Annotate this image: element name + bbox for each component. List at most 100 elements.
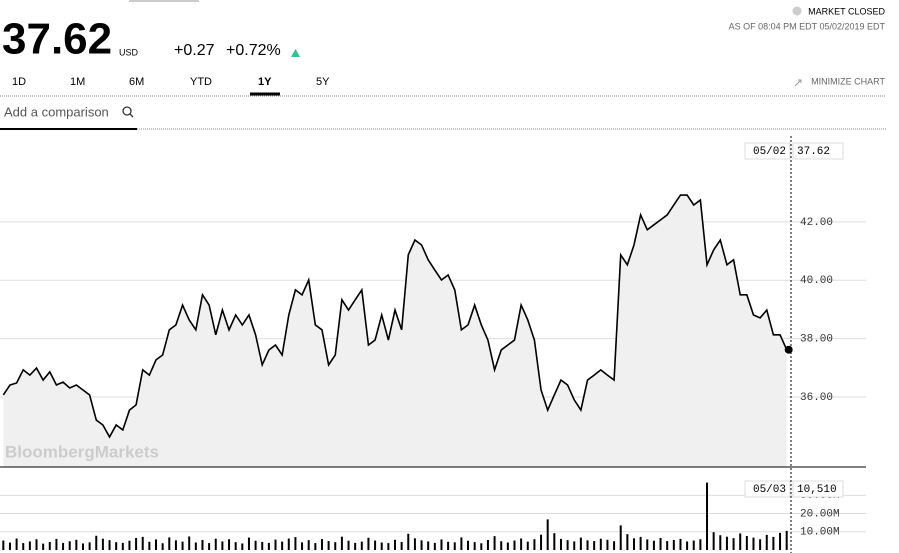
tab[interactable]: 1M (70, 76, 85, 88)
volume-bar (334, 542, 337, 550)
volume-bar (632, 538, 635, 550)
volume-bar (294, 537, 297, 550)
volume-bar (559, 538, 562, 550)
tab[interactable]: 5Y (316, 76, 330, 88)
volume-bar (400, 541, 403, 550)
volume-bar (413, 538, 416, 550)
volume-bar (526, 541, 529, 550)
volume-bar (739, 533, 742, 550)
volume-bar (121, 542, 124, 550)
last-point (784, 345, 793, 354)
volume-bar (48, 541, 51, 550)
volume-bar (394, 539, 396, 550)
volume-bar (679, 538, 682, 550)
volume-bar (772, 536, 775, 550)
volume-bar (533, 539, 536, 550)
volume-bar (493, 536, 496, 550)
volume-bar (553, 533, 556, 550)
volume-bar (301, 542, 304, 550)
volume-bar (201, 539, 204, 550)
search-icon[interactable] (122, 106, 132, 116)
volume-bar (194, 542, 197, 550)
volume-bar (725, 536, 728, 550)
volume-bar (214, 538, 217, 550)
volume-bar (427, 541, 430, 550)
volume-bar (686, 541, 689, 550)
tab[interactable]: 1D (12, 76, 26, 88)
volume-bar (281, 541, 284, 550)
volume-bar (486, 539, 489, 550)
volume-bar (506, 542, 509, 550)
volume-bar (75, 539, 78, 550)
currency: USD (119, 47, 139, 57)
minimize-chart[interactable]: MINIMIZE CHART (811, 76, 885, 86)
volume-bar (8, 542, 11, 550)
volume-bar (513, 540, 516, 550)
change-pct: +0.72% (226, 42, 281, 59)
volume-bar (168, 537, 171, 550)
volume-bar (42, 543, 45, 550)
volume-bar (606, 539, 609, 550)
volume-bar (347, 540, 350, 550)
comparison-input[interactable]: Add a comparison (4, 104, 109, 119)
volume-bar (433, 542, 436, 550)
volume-bar (692, 540, 695, 550)
volume-bar (586, 540, 589, 550)
volume-bar (307, 540, 310, 550)
tab[interactable]: YTD (190, 76, 212, 88)
volume-bar (639, 536, 642, 550)
up-arrow (291, 49, 300, 57)
volume-bar (354, 542, 357, 550)
volume-bar (732, 538, 735, 550)
volume-bar (367, 537, 370, 550)
volume-bar (274, 539, 277, 550)
volume-bar (247, 537, 250, 550)
volume-bar (387, 543, 390, 550)
volume-bar (719, 535, 722, 550)
volume-bar (380, 542, 383, 550)
volume-bar (208, 543, 211, 550)
minimize-icon[interactable] (794, 79, 802, 87)
volume-bar (500, 541, 503, 550)
volume-bar (712, 532, 715, 550)
volume-bar (619, 525, 622, 550)
volume-bar (2, 540, 5, 550)
y-tick-label: 42.00 (800, 217, 833, 229)
volume-bar (148, 541, 151, 550)
price: 37.62 (2, 15, 112, 64)
search-icon-handle (129, 113, 134, 118)
volume-bar (327, 541, 330, 550)
volume-bar (68, 541, 71, 550)
volume-bar (785, 530, 788, 550)
price-line (2, 194, 788, 439)
volume-bar (374, 540, 377, 550)
volume-bar (320, 539, 323, 550)
volume-bar (626, 534, 629, 550)
volume-bar (181, 541, 184, 550)
volume-bar (467, 540, 470, 550)
volume-bar (480, 543, 483, 550)
market-status: MARKET CLOSED (808, 6, 885, 16)
y-tick-label: 36.00 (800, 392, 833, 404)
volume-bar (22, 543, 25, 550)
volume-bar (360, 541, 363, 550)
volume-bar (659, 537, 662, 550)
volume-bar (699, 539, 702, 550)
volume-bar (128, 540, 131, 550)
volume-bar (599, 538, 602, 550)
tab[interactable]: 6M (129, 76, 144, 88)
tab[interactable]: 1Y (258, 76, 272, 88)
volume-bar (62, 542, 65, 550)
volume-bar (108, 540, 111, 550)
crosshair-date: 05/03 (753, 484, 786, 496)
volume-bar (135, 537, 138, 550)
volume-bar (228, 539, 231, 550)
volume-bar (81, 543, 84, 550)
volume-bar (88, 542, 91, 550)
volume-bar (666, 541, 669, 550)
volume-bar (101, 538, 104, 550)
volume-bar (652, 540, 655, 550)
volume-bar (706, 482, 709, 550)
volume-bar (453, 542, 456, 550)
